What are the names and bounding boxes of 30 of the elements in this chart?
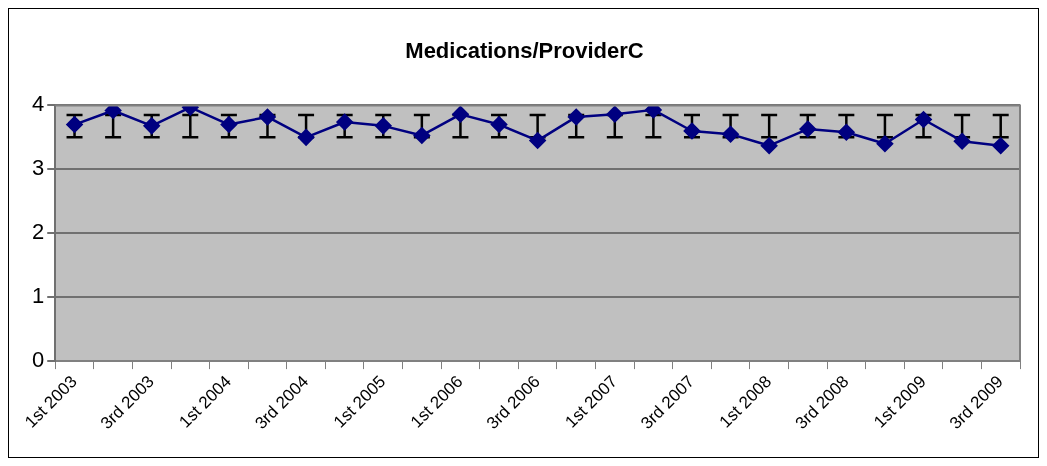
point: [220, 116, 238, 133]
point: [529, 132, 546, 149]
point: [799, 120, 816, 138]
point: [375, 117, 392, 135]
point: [760, 137, 778, 154]
point: [413, 127, 431, 144]
point: [104, 105, 122, 119]
y-tick-label: 1: [31, 283, 45, 309]
point: [992, 137, 1009, 154]
point: [336, 113, 353, 131]
point: [645, 105, 662, 119]
point: [953, 132, 971, 150]
point: [66, 116, 83, 133]
chart-title: Medications/ProviderC: [405, 38, 644, 64]
point: [297, 129, 315, 146]
point: [683, 122, 701, 140]
y-tick-label: 4: [31, 91, 45, 117]
point: [259, 108, 276, 126]
point: [722, 125, 739, 143]
point: [876, 135, 894, 153]
point: [567, 108, 585, 126]
point: [838, 124, 855, 141]
y-tick-label: 3: [31, 155, 45, 181]
y-tick-label: 0: [31, 347, 45, 373]
point: [915, 111, 932, 128]
point: [606, 106, 624, 123]
point: [143, 117, 160, 135]
y-tick-label: 2: [31, 219, 45, 245]
point: [452, 106, 469, 123]
point: [490, 116, 508, 133]
